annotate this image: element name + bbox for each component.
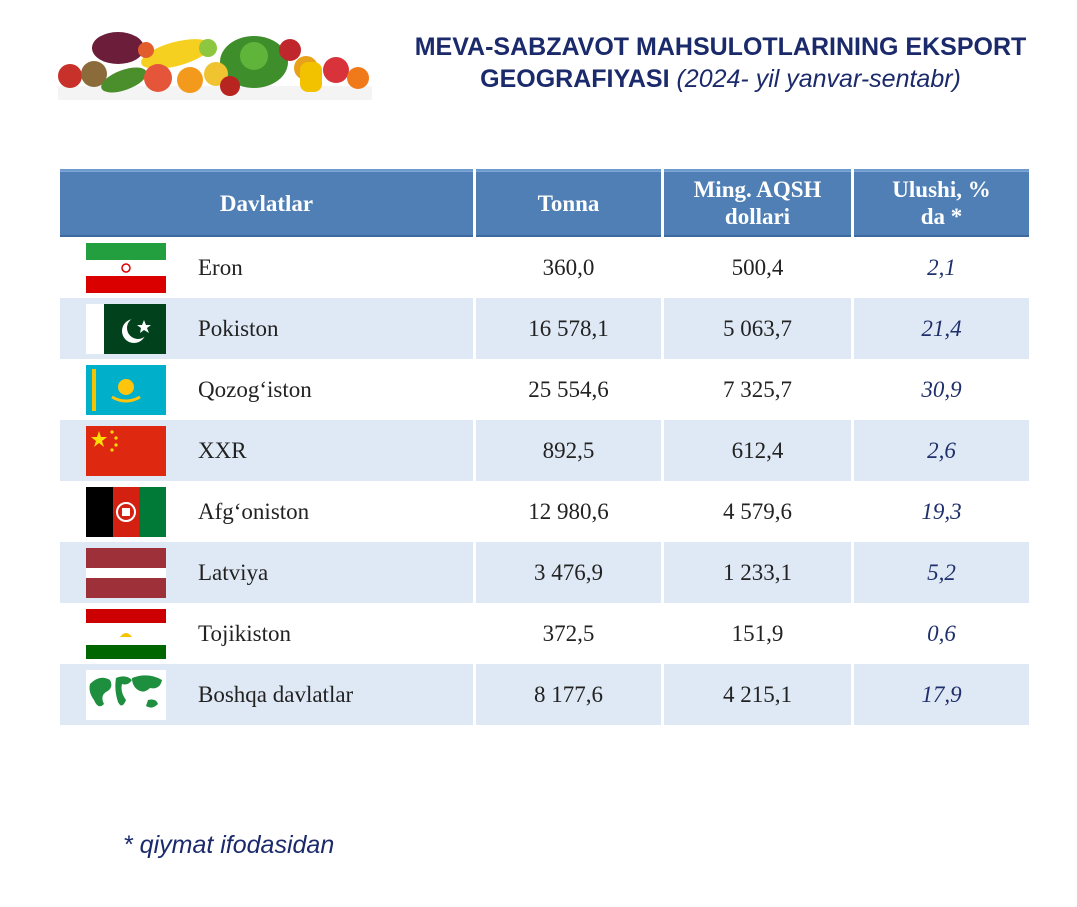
tonnes-cell: 25 554,6 <box>528 376 609 402</box>
export-geography-table: Davlatlar Tonna Ming. AQSH dollari Ulush… <box>60 169 1029 725</box>
afghanistan-flag-icon <box>86 486 166 537</box>
usd-cell: 151,9 <box>731 620 784 646</box>
world-map-icon <box>86 669 166 720</box>
country-cell: Qozog‘iston <box>60 359 473 420</box>
column-header-share-label: Ulushi, % da * <box>892 177 991 229</box>
table-row: Eron 360,0 500,4 2,1 <box>60 237 1029 298</box>
pakistan-flag-icon <box>86 303 166 354</box>
tonnes-cell: 892,5 <box>476 420 661 481</box>
country-cell: Boshqa davlatlar <box>60 664 473 725</box>
column-header-usd: Ming. AQSH dollari <box>664 169 851 237</box>
share-cell: 17,9 <box>854 664 1029 725</box>
country-name: Afg‘oniston <box>198 498 310 524</box>
country-name: Boshqa davlatlar <box>198 681 354 707</box>
share-cell: 2,6 <box>854 420 1029 481</box>
share-cell: 0,6 <box>927 620 956 646</box>
usd-cell: 612,4 <box>664 420 851 481</box>
table-row: Afg‘oniston 12 980,6 4 579,6 19,3 <box>60 481 1029 542</box>
tonnes-cell: 360,0 <box>542 254 595 280</box>
usd-cell: 5 063,7 <box>664 298 851 359</box>
tajikistan-flag-icon <box>86 608 166 659</box>
table-row: Pokiston 16 578,1 5 063,7 21,4 <box>60 298 1029 359</box>
country-cell: Pokiston <box>60 298 473 359</box>
tonnes-cell: 16 578,1 <box>476 298 661 359</box>
tonnes-cell: 372,5 <box>542 620 595 646</box>
column-header-countries: Davlatlar <box>60 169 473 237</box>
table-row: Boshqa davlatlar 8 177,6 4 215,1 17,9 <box>60 664 1029 725</box>
china-flag-icon <box>86 425 166 476</box>
tonnes-cell: 12 980,6 <box>528 498 609 524</box>
footnote: * qiymat ifodasidan <box>123 831 335 859</box>
share-cell: 5,2 <box>854 542 1029 603</box>
share-cell: 30,9 <box>921 376 962 402</box>
latvia-flag-icon <box>86 547 166 598</box>
usd-cell: 4 215,1 <box>664 664 851 725</box>
share-cell: 2,1 <box>927 254 956 280</box>
usd-cell: 1 233,1 <box>664 542 851 603</box>
table-row: Latviya 3 476,9 1 233,1 5,2 <box>60 542 1029 603</box>
page-title: MEVA-SABZAVOT MAHSULOTLARINING EKSPORT G… <box>378 31 1063 95</box>
fruits-vegetables-banner-icon <box>58 28 372 100</box>
table-row: Tojikiston 372,5 151,9 0,6 <box>60 603 1029 664</box>
country-cell: Tojikiston <box>60 603 473 664</box>
country-name: Eron <box>198 254 243 280</box>
share-cell: 19,3 <box>921 498 962 524</box>
usd-cell: 4 579,6 <box>723 498 792 524</box>
title-line-1: MEVA-SABZAVOT MAHSULOTLARINING EKSPORT <box>414 33 1027 61</box>
country-name: Tojikiston <box>198 620 291 646</box>
column-header-usd-label: Ming. AQSH dollari <box>693 177 822 229</box>
share-cell: 21,4 <box>854 298 1029 359</box>
country-cell: Afg‘oniston <box>60 481 473 542</box>
country-name: Pokiston <box>198 315 279 341</box>
title-geography: GEOGRAFIYASI <box>480 65 670 93</box>
country-cell: Eron <box>60 237 473 298</box>
title-period: (2024- yil yanvar-sentabr) <box>676 65 961 93</box>
tonnes-cell: 3 476,9 <box>476 542 661 603</box>
tonnes-cell: 8 177,6 <box>476 664 661 725</box>
country-cell: XXR <box>60 420 473 481</box>
country-name: Qozog‘iston <box>198 376 312 402</box>
table-row: Qozog‘iston 25 554,6 7 325,7 30,9 <box>60 359 1029 420</box>
country-name: Latviya <box>198 559 269 585</box>
iran-flag-icon <box>86 242 166 293</box>
column-header-tonnes: Tonna <box>476 169 661 237</box>
kazakhstan-flag-icon <box>86 364 166 415</box>
country-name: XXR <box>198 437 247 463</box>
table-header-row: Davlatlar Tonna Ming. AQSH dollari Ulush… <box>60 169 1029 237</box>
country-cell: Latviya <box>60 542 473 603</box>
column-header-share: Ulushi, % da * <box>854 169 1029 237</box>
table-row: XXR 892,5 612,4 2,6 <box>60 420 1029 481</box>
title-line-2: GEOGRAFIYASI (2024- yil yanvar-sentabr) <box>378 63 1063 95</box>
usd-cell: 7 325,7 <box>723 376 792 402</box>
usd-cell: 500,4 <box>731 254 784 280</box>
